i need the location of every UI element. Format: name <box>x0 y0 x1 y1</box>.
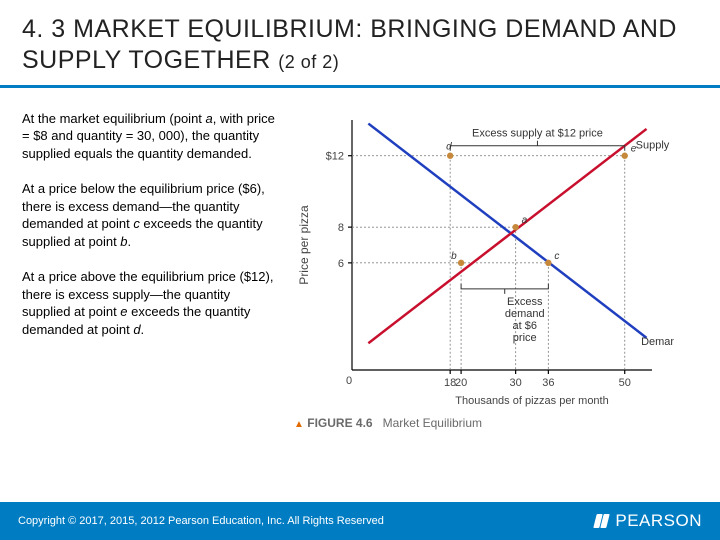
paragraph-3: At a price above the equilibrium price (… <box>22 268 282 338</box>
svg-text:8: 8 <box>338 222 344 234</box>
svg-text:6: 6 <box>338 257 344 269</box>
svg-text:Excess supply at $12 price: Excess supply at $12 price <box>472 127 603 139</box>
p3-point-e: e <box>120 304 127 319</box>
footer-bar: Copyright © 2017, 2015, 2012 Pearson Edu… <box>0 502 720 540</box>
p3-point-d: d <box>133 322 140 337</box>
title-sub: (2 of 2) <box>278 52 339 72</box>
svg-text:e: e <box>631 143 637 154</box>
svg-text:demand: demand <box>505 307 545 319</box>
text-column: At the market equilibrium (point a, with… <box>22 110 282 503</box>
svg-text:Demand: Demand <box>641 336 674 348</box>
caption-text: Market Equilibrium <box>383 416 482 430</box>
svg-text:c: c <box>554 250 559 261</box>
p2-text-c: . <box>128 234 132 249</box>
svg-text:a: a <box>522 215 528 226</box>
svg-text:Thousands of pizzas per month: Thousands of pizzas per month <box>455 395 608 407</box>
svg-text:Price per pizza: Price per pizza <box>297 204 311 284</box>
svg-text:30: 30 <box>510 377 522 389</box>
p3-text-c: . <box>141 322 145 337</box>
slide-body: At the market equilibrium (point a, with… <box>0 88 720 503</box>
slide: 4. 3 MARKET EQUILIBRIUM: BRINGING DEMAND… <box>0 0 720 540</box>
title-block: 4. 3 MARKET EQUILIBRIUM: BRINGING DEMAND… <box>0 0 720 88</box>
title-main: 4. 3 MARKET EQUILIBRIUM: BRINGING DEMAND… <box>22 15 677 74</box>
equilibrium-chart: Price per pizza Thousands of pizzas per m… <box>294 110 674 410</box>
svg-text:$12: $12 <box>326 150 344 162</box>
p2-point-b: b <box>120 234 127 249</box>
p1-text-a: At the market equilibrium (point <box>22 111 206 126</box>
svg-text:50: 50 <box>619 377 631 389</box>
caption-triangle-icon: ▲ <box>294 419 304 430</box>
p1-point-a: a <box>206 111 213 126</box>
svg-text:0: 0 <box>346 375 352 387</box>
chart-svg: Price per pizza Thousands of pizzas per m… <box>294 110 674 410</box>
paragraph-2: At a price below the equilibrium price (… <box>22 180 282 250</box>
svg-text:price: price <box>513 331 537 343</box>
svg-text:d: d <box>446 141 452 152</box>
svg-text:36: 36 <box>542 377 554 389</box>
caption-fignum: FIGURE 4.6 <box>307 416 372 430</box>
pearson-logo: PEARSON <box>595 511 702 531</box>
slide-title: 4. 3 MARKET EQUILIBRIUM: BRINGING DEMAND… <box>22 14 698 77</box>
pearson-logo-text: PEARSON <box>615 511 702 531</box>
pearson-logo-icon <box>595 514 609 528</box>
svg-text:20: 20 <box>455 377 467 389</box>
copyright-text: Copyright © 2017, 2015, 2012 Pearson Edu… <box>18 515 384 527</box>
svg-text:at $6: at $6 <box>512 319 536 331</box>
paragraph-1: At the market equilibrium (point a, with… <box>22 110 282 163</box>
figure-caption: ▲ FIGURE 4.6 Market Equilibrium <box>294 416 702 430</box>
svg-text:Supply: Supply <box>636 139 670 151</box>
svg-text:b: b <box>451 250 457 261</box>
figure-column: Price per pizza Thousands of pizzas per m… <box>294 110 702 503</box>
svg-text:Excess: Excess <box>507 295 543 307</box>
